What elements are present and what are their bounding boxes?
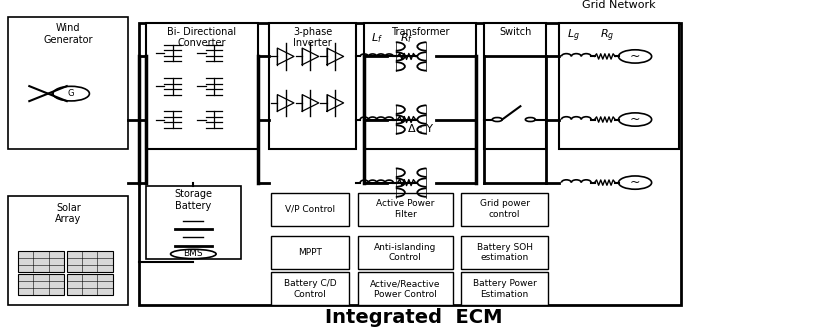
Text: Active Power
Filter: Active Power Filter: [375, 200, 434, 219]
Bar: [67, 274, 112, 295]
Text: Bi- Directional
Converter: Bi- Directional Converter: [167, 27, 236, 48]
Text: Δ : Y: Δ : Y: [407, 124, 433, 134]
Bar: [146, 186, 241, 259]
Bar: [67, 251, 112, 272]
Text: Anti-islanding
Control: Anti-islanding Control: [374, 243, 436, 262]
Text: Active/Reactive
Power Control: Active/Reactive Power Control: [370, 279, 440, 298]
Text: Solar
Array: Solar Array: [55, 203, 81, 224]
Text: MPPT: MPPT: [298, 248, 322, 257]
Text: $R_f$: $R_f$: [399, 31, 413, 45]
Bar: [8, 17, 128, 149]
Bar: [18, 251, 64, 272]
Text: Storage
Battery: Storage Battery: [174, 189, 212, 211]
Text: $L_f$: $L_f$: [370, 31, 382, 45]
Text: Switch: Switch: [499, 27, 531, 37]
Bar: [364, 23, 476, 149]
Bar: [461, 236, 547, 269]
Text: Wind
Generator: Wind Generator: [44, 23, 93, 45]
Text: ~: ~: [629, 50, 639, 63]
Text: Battery SOH
estimation: Battery SOH estimation: [476, 243, 532, 262]
Text: ~: ~: [629, 176, 639, 189]
Bar: [558, 23, 678, 149]
Text: Grid Network: Grid Network: [581, 0, 655, 10]
Bar: [357, 236, 452, 269]
Bar: [357, 193, 452, 226]
Text: $R_g$: $R_g$: [599, 28, 614, 44]
Text: 3-phase
Inverter: 3-phase Inverter: [293, 27, 332, 48]
Bar: [18, 274, 64, 295]
Bar: [269, 23, 356, 149]
Text: BMS: BMS: [184, 249, 203, 259]
Text: G: G: [68, 89, 74, 98]
Bar: [270, 236, 349, 269]
Bar: [146, 23, 257, 149]
Text: Battery C/D
Control: Battery C/D Control: [284, 279, 336, 298]
Bar: [461, 193, 547, 226]
Text: $L_g$: $L_g$: [566, 28, 580, 44]
Bar: [357, 272, 452, 305]
Text: Battery Power
Estimation: Battery Power Estimation: [472, 279, 536, 298]
Bar: [270, 193, 349, 226]
Text: Transformer: Transformer: [390, 27, 449, 37]
Text: Integrated  ECM: Integrated ECM: [325, 308, 502, 327]
Bar: [8, 196, 128, 305]
Bar: [139, 23, 681, 305]
Text: ~: ~: [629, 113, 639, 126]
Text: Grid power
control: Grid power control: [479, 200, 529, 219]
Bar: [461, 272, 547, 305]
Text: V/P Control: V/P Control: [284, 205, 335, 214]
Bar: [484, 23, 546, 149]
Bar: [270, 272, 349, 305]
